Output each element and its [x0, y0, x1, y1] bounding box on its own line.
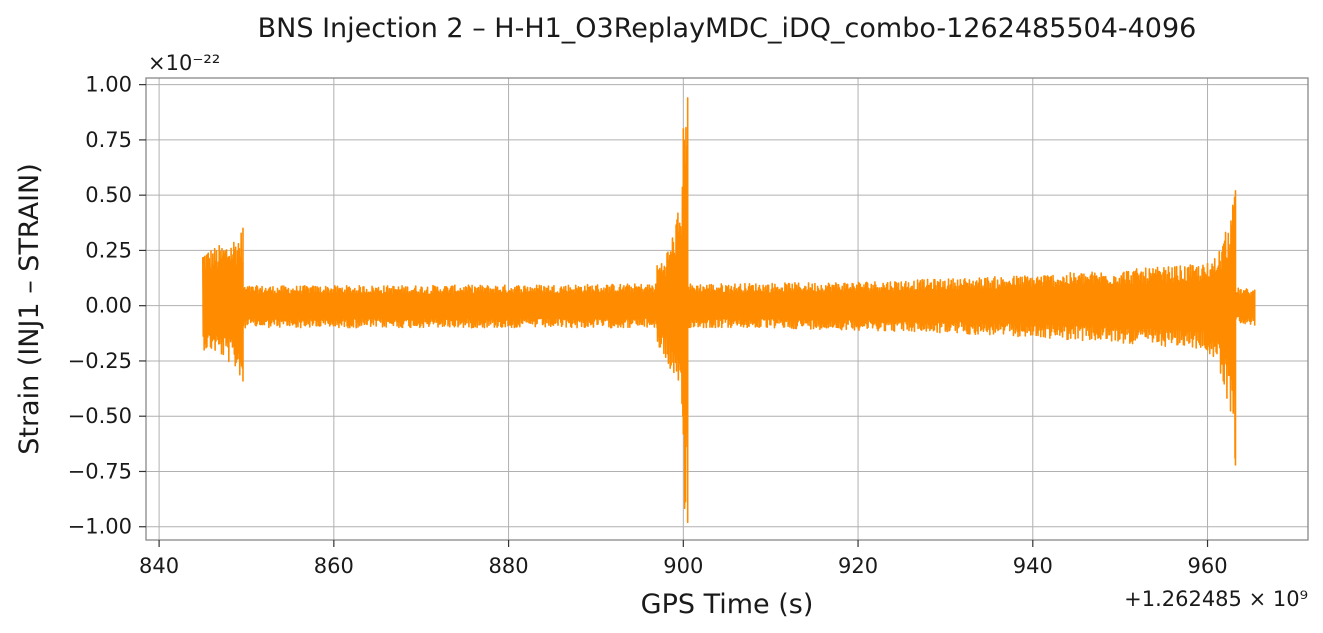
series-layer: [201, 97, 1256, 524]
x-tick-label: 840: [139, 554, 179, 578]
x-tick-label: 920: [838, 554, 878, 578]
y-tick-label: 0.25: [85, 238, 132, 262]
chart-title: BNS Injection 2 – H-H1_O3ReplayMDC_iDQ_c…: [258, 13, 1197, 44]
strain-series-line: [201, 97, 1256, 524]
x-tick-label: 960: [1187, 554, 1227, 578]
y-tick-label: −1.00: [68, 515, 132, 539]
axes: [145, 77, 1309, 541]
x-tick-label: 900: [663, 554, 703, 578]
y-tick-label: 0.75: [85, 128, 132, 152]
y-tick-label: 1.00: [85, 73, 132, 97]
y-axis-label: Strain (INJ1 – STRAIN): [14, 163, 45, 455]
x-axis-label: GPS Time (s): [641, 589, 814, 620]
y-tick-label: 0.00: [85, 294, 132, 318]
y-tick-label: −0.50: [68, 404, 132, 428]
x-tick-label: 860: [314, 554, 354, 578]
y-tick-label: −0.75: [68, 459, 132, 483]
plot-frame: [145, 77, 1309, 541]
y-scale-label: ×10⁻²²: [148, 51, 220, 75]
x-tick-label: 880: [489, 554, 529, 578]
x-tick-label: 940: [1013, 554, 1053, 578]
x-offset-label: +1.262485 × 10⁹: [1124, 587, 1308, 611]
y-tick-label: 0.50: [85, 183, 132, 207]
ticks: 840 860 880 900 920 940 960 1.00 0.75 0.50 0.25 0.0…: [68, 73, 1228, 578]
y-tick-label: −0.25: [68, 349, 132, 373]
